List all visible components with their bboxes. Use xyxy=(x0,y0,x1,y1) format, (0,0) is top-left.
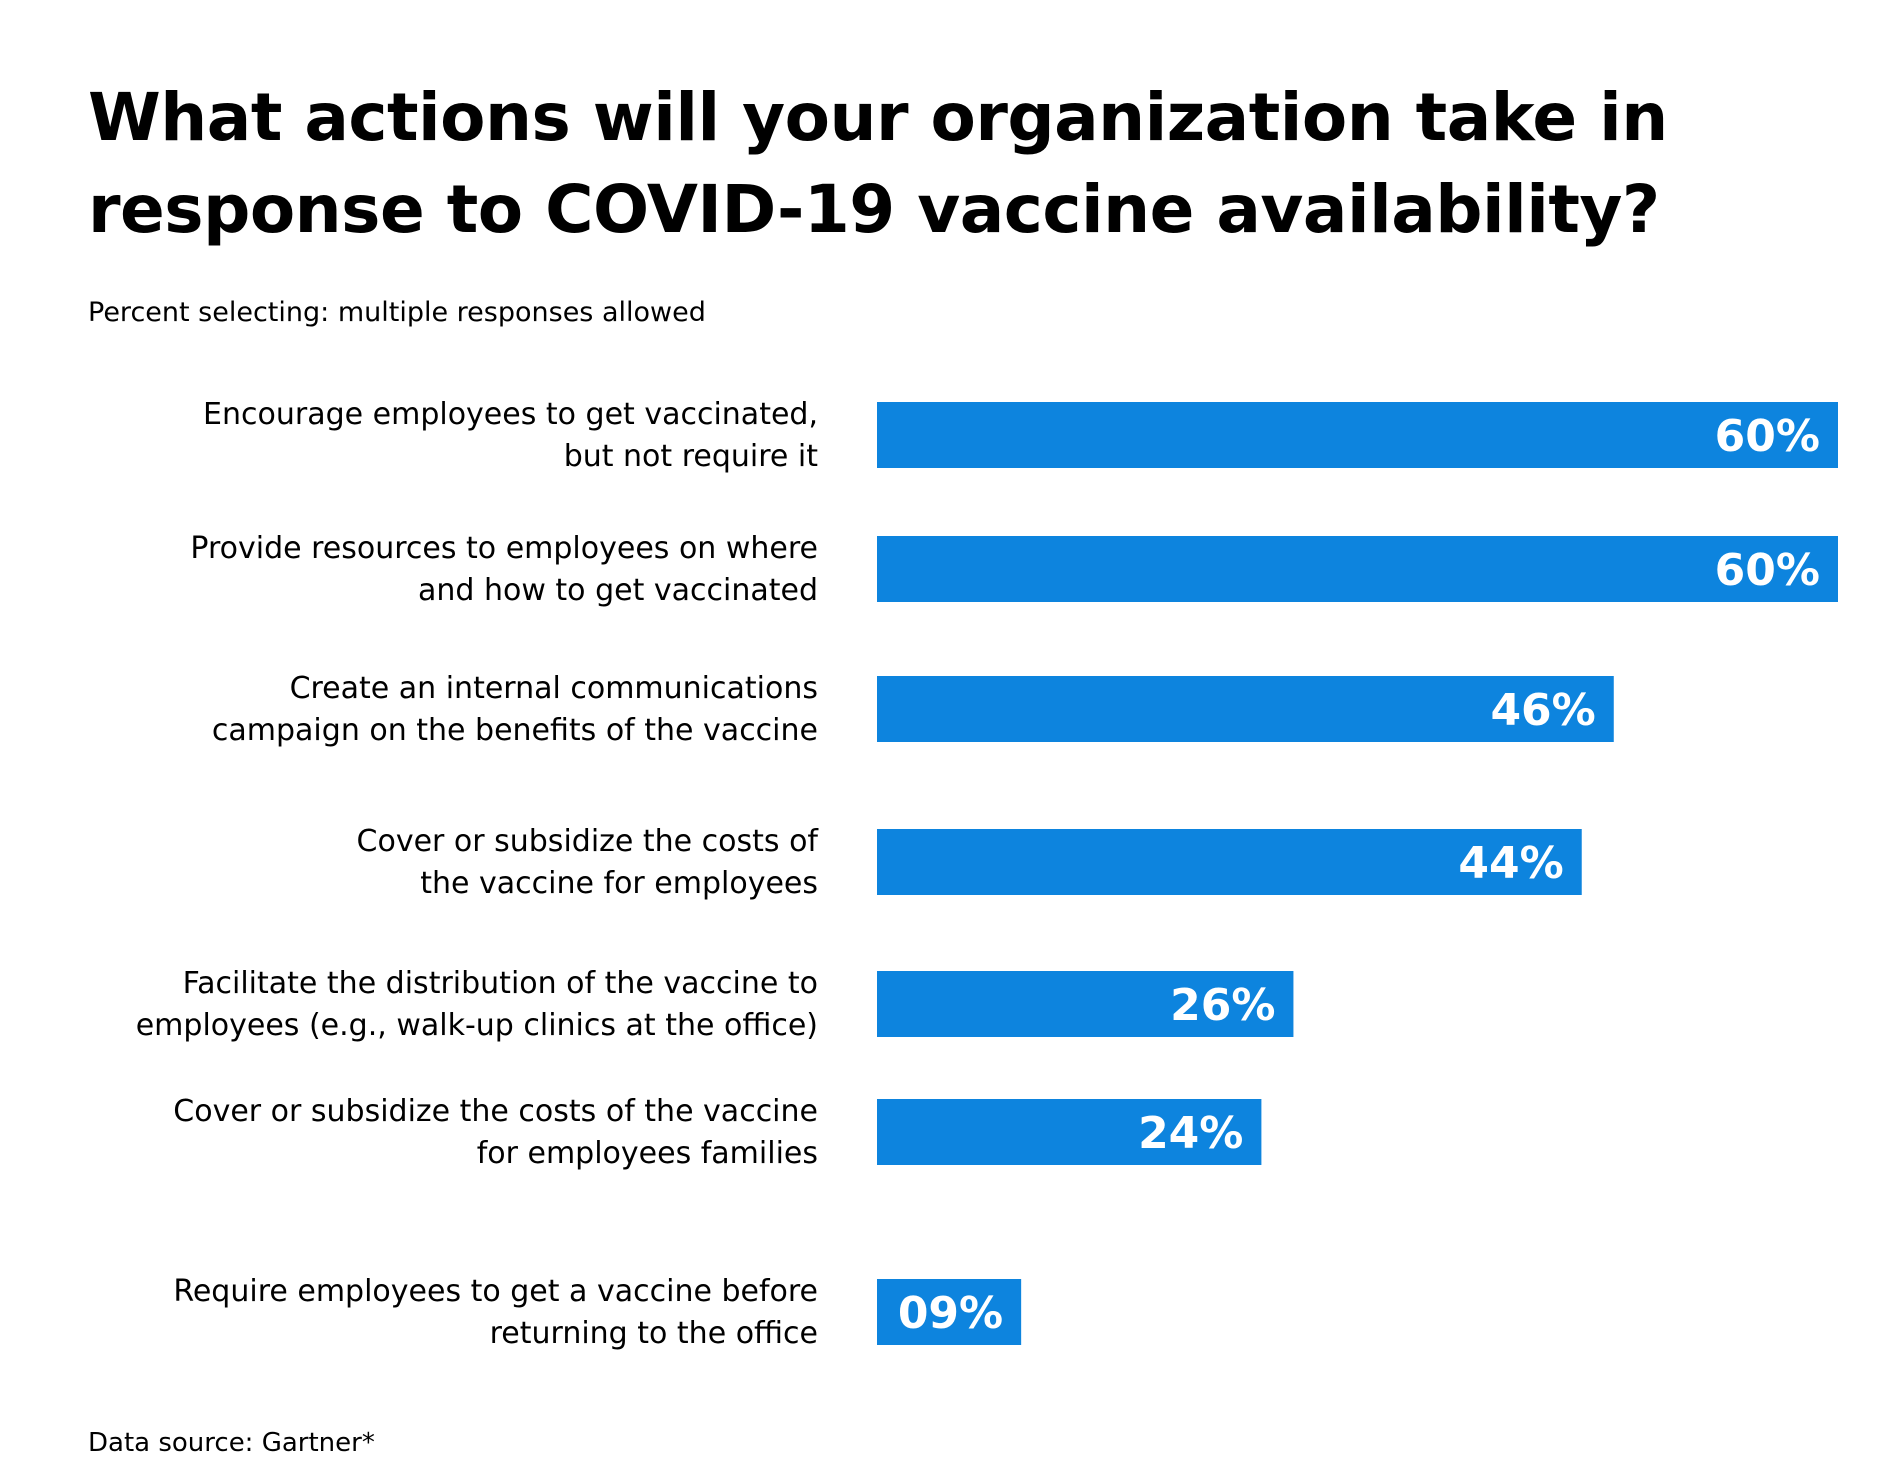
category-label-5-line-1: Facilitate the distribution of the vacci… xyxy=(183,966,818,1001)
category-label-3-line-1: Create an internal communications xyxy=(290,671,818,706)
bar-value-label-2: 60% xyxy=(1715,545,1820,596)
category-label-2-line-1: Provide resources to employees on where xyxy=(190,531,818,566)
category-label-6-line-1: Cover or subsidize the costs of the vacc… xyxy=(173,1094,818,1129)
category-label-6-line-2: for employees families xyxy=(477,1136,818,1171)
category-label-2-line-2: and how to get vaccinated xyxy=(418,573,818,608)
bar-7 xyxy=(877,1279,1022,1345)
category-label-3-line-2: campaign on the benefits of the vaccine xyxy=(212,713,818,748)
chart-subtitle: Percent selecting: multiple responses al… xyxy=(88,297,706,328)
bar-6 xyxy=(877,1099,1262,1165)
bar-3 xyxy=(877,676,1614,742)
bar-value-label-3: 46% xyxy=(1490,685,1595,736)
bar-2 xyxy=(877,536,1838,602)
bar-value-label-4: 44% xyxy=(1458,838,1563,889)
bar-4 xyxy=(877,829,1582,895)
category-label-1-line-2: but not require it xyxy=(564,439,819,474)
bar-chart: 60% Encourage employees to get vaccinated… xyxy=(136,397,1838,1351)
chart-title: What actions will your organization take… xyxy=(88,79,1668,248)
category-label-5-line-2: employees (e.g., walk-up clinics at the … xyxy=(136,1008,818,1043)
category-label-7-line-1: Require employees to get a vaccine befor… xyxy=(173,1274,818,1309)
bar-value-label-5: 26% xyxy=(1170,980,1275,1031)
bar-value-label-1: 60% xyxy=(1715,411,1820,462)
category-label-4-line-2: the vaccine for employees xyxy=(420,866,818,901)
bar-1 xyxy=(877,402,1838,468)
bar-value-label-7: 09% xyxy=(898,1288,1003,1339)
data-source-note: Data source: Gartner* xyxy=(88,1428,375,1458)
category-label-7-line-2: returning to the office xyxy=(490,1316,818,1351)
category-label-4-line-1: Cover or subsidize the costs of xyxy=(357,824,820,859)
category-label-1-line-1: Encourage employees to get vaccinated, xyxy=(203,397,818,432)
bar-5 xyxy=(877,971,1294,1037)
bar-value-label-6: 24% xyxy=(1138,1108,1243,1159)
